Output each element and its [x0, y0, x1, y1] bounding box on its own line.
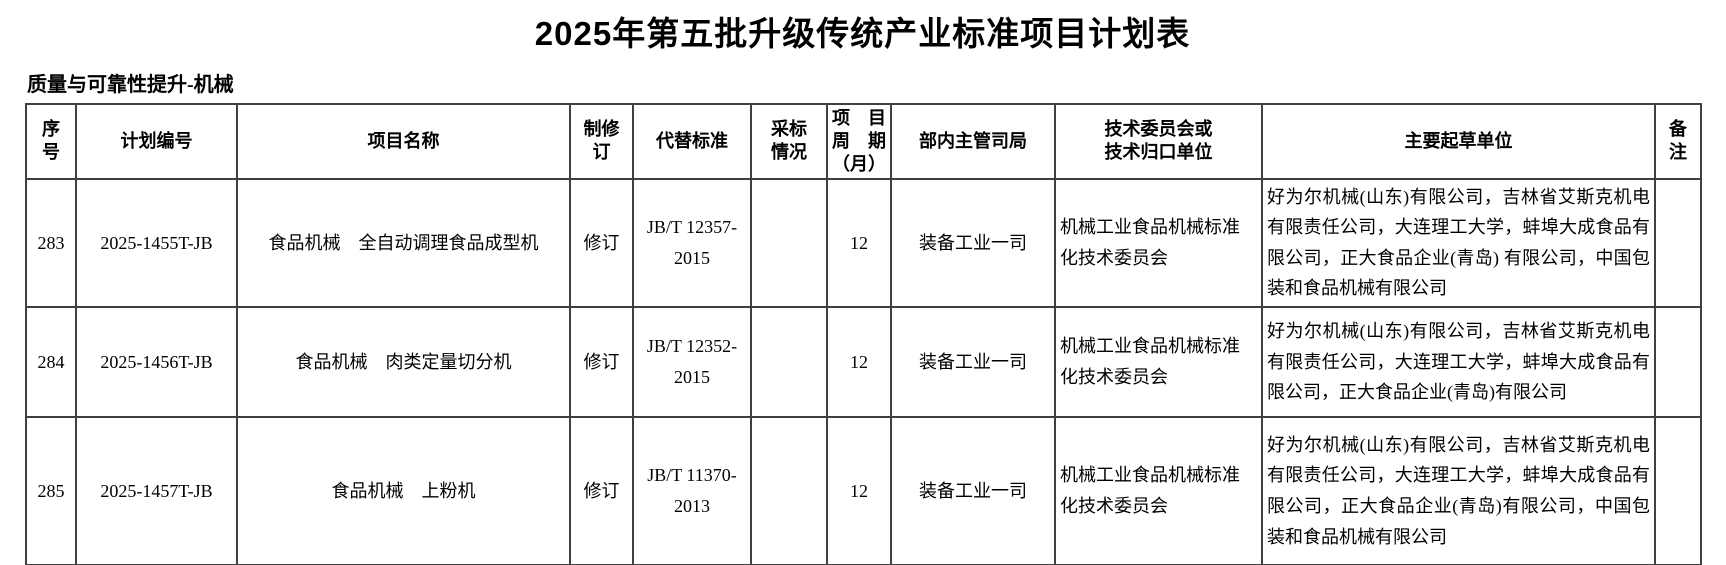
cell-committee: 机械工业食品机械标准化技术委员会: [1054, 416, 1263, 565]
cell-committee: 机械工业食品机械标准化技术委员会: [1054, 177, 1263, 309]
cell-project-name: 食品机械 肉类定量切分机: [236, 306, 571, 419]
table-row: 285 2025-1457T-JB 食品机械 上粉机 修订 JB/T 11370…: [25, 416, 1702, 565]
cell-drafters: 好为尔机械(山东)有限公司，吉林省艾斯克机电有限责任公司，大连理工大学，蚌埠大成…: [1261, 306, 1656, 419]
cell-revision: 修订: [569, 416, 634, 565]
cell-adoption-status: [750, 416, 828, 565]
cell-plan-no: 2025-1456T-JB: [75, 306, 238, 419]
standards-plan-table: 序 号 计划编号 项目名称 制修 订 代替标准 采标 情况 项 目 周 期 （月…: [25, 102, 1702, 565]
cell-cycle-months: 12: [826, 306, 892, 419]
col-header-project-name: 项目名称: [236, 102, 571, 180]
cell-replaced-standard: JB/T 11370-2013: [632, 416, 752, 565]
cell-cycle-months: 12: [826, 177, 892, 309]
cell-seq: 284: [25, 306, 77, 419]
table-row: 284 2025-1456T-JB 食品机械 肉类定量切分机 修订 JB/T 1…: [25, 306, 1702, 419]
page-title: 2025年第五批升级传统产业标准项目计划表: [534, 15, 1191, 52]
cell-remarks: [1654, 306, 1702, 419]
cell-replaced-standard: JB/T 12352-2015: [632, 306, 752, 419]
col-header-drafters: 主要起草单位: [1261, 102, 1656, 180]
cell-dept: 装备工业一司: [890, 416, 1056, 565]
col-header-seq: 序 号: [25, 102, 77, 180]
col-header-plan-no: 计划编号: [75, 102, 238, 180]
cell-seq: 283: [25, 177, 77, 309]
cell-dept: 装备工业一司: [890, 306, 1056, 419]
cell-drafters: 好为尔机械(山东)有限公司，吉林省艾斯克机电有限责任公司，大连理工大学，蚌埠大成…: [1261, 177, 1656, 309]
cell-project-name: 食品机械 全自动调理食品成型机: [236, 177, 571, 309]
cell-seq: 285: [25, 416, 77, 565]
col-header-committee: 技术委员会或 技术归口单位: [1054, 102, 1263, 180]
col-header-dept: 部内主管司局: [890, 102, 1056, 180]
cell-revision: 修订: [569, 306, 634, 419]
cell-plan-no: 2025-1457T-JB: [75, 416, 238, 565]
cell-dept: 装备工业一司: [890, 177, 1056, 309]
cell-revision: 修订: [569, 177, 634, 309]
cell-remarks: [1654, 416, 1702, 565]
cell-drafters: 好为尔机械(山东)有限公司，吉林省艾斯克机电有限责任公司，大连理工大学，蚌埠大成…: [1261, 416, 1656, 565]
cell-replaced-standard: JB/T 12357-2015: [632, 177, 752, 309]
table-body: 283 2025-1455T-JB 食品机械 全自动调理食品成型机 修订 JB/…: [25, 177, 1702, 565]
table-header: 序 号 计划编号 项目名称 制修 订 代替标准 采标 情况 项 目 周 期 （月…: [25, 102, 1702, 180]
cell-adoption-status: [750, 177, 828, 309]
section-label: 质量与可靠性提升-机械: [27, 73, 234, 96]
table-header-row: 序 号 计划编号 项目名称 制修 订 代替标准 采标 情况 项 目 周 期 （月…: [25, 102, 1702, 180]
col-header-remarks: 备 注: [1654, 102, 1702, 180]
col-header-replaced-standard: 代替标准: [632, 102, 752, 180]
cell-plan-no: 2025-1455T-JB: [75, 177, 238, 309]
col-header-cycle-months: 项 目 周 期 （月）: [826, 102, 892, 180]
cell-remarks: [1654, 177, 1702, 309]
table-row: 283 2025-1455T-JB 食品机械 全自动调理食品成型机 修订 JB/…: [25, 177, 1702, 309]
col-header-adoption-status: 采标 情况: [750, 102, 828, 180]
cell-adoption-status: [750, 306, 828, 419]
cell-cycle-months: 12: [826, 416, 892, 565]
col-header-revision: 制修 订: [569, 102, 634, 180]
cell-committee: 机械工业食品机械标准化技术委员会: [1054, 306, 1263, 419]
cell-project-name: 食品机械 上粉机: [236, 416, 571, 565]
